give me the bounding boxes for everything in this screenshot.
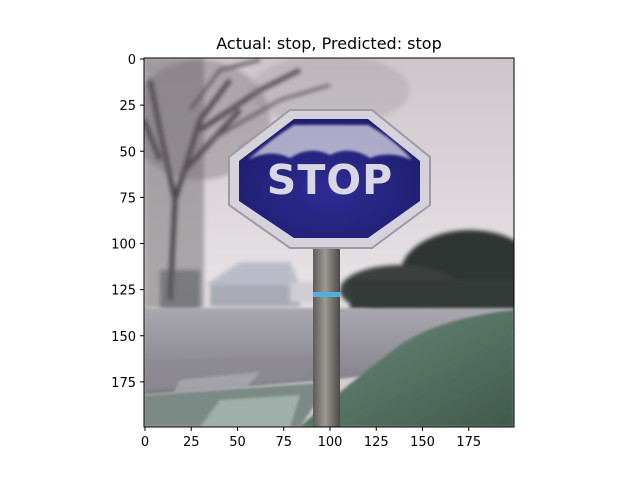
axes-frame — [143, 57, 515, 428]
x-tick-label: 25 — [183, 435, 200, 450]
y-tick-label: 125 — [111, 284, 136, 299]
x-axis-ticks: 0 25 50 75 100 125 150 175 — [141, 427, 481, 450]
plot-title: Actual: stop, Predicted: stop — [216, 34, 441, 53]
y-tick-label: 100 — [111, 238, 136, 253]
y-tick-label: 50 — [119, 145, 136, 160]
x-tick-label: 50 — [229, 435, 246, 450]
x-tick-label: 175 — [456, 435, 481, 450]
x-tick-label: 0 — [141, 435, 149, 450]
background-tree — [144, 58, 410, 308]
x-tick-label: 75 — [275, 435, 292, 450]
grass — [144, 310, 514, 427]
y-tick-label: 0 — [128, 53, 136, 68]
y-tick-label: 75 — [119, 191, 136, 206]
stop-sign: STOP — [228, 109, 431, 249]
sign-text: STOP — [267, 156, 393, 204]
x-tick-label: 100 — [318, 435, 343, 450]
background-treeline — [340, 230, 514, 320]
y-axis-ticks: 0 25 50 75 100 125 150 175 — [111, 53, 144, 391]
sign-pole — [313, 245, 340, 427]
x-tick-label: 150 — [410, 435, 435, 450]
stop-sign-photo: STOP — [144, 58, 514, 427]
x-tick-label: 125 — [364, 435, 389, 450]
y-tick-label: 25 — [119, 99, 136, 114]
y-tick-label: 175 — [111, 376, 136, 391]
y-tick-label: 150 — [111, 330, 136, 345]
